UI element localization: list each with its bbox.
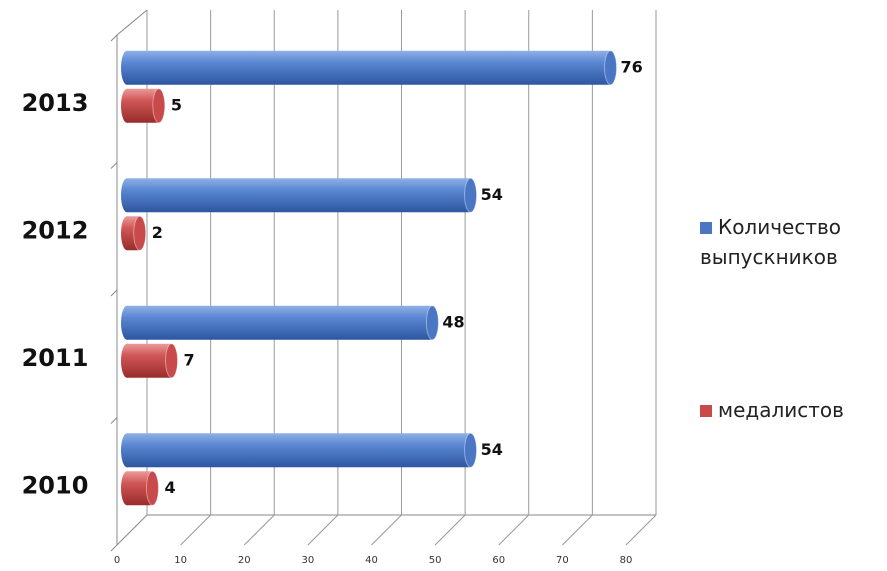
bar bbox=[127, 433, 471, 468]
data-label: 5 bbox=[171, 95, 182, 114]
legend-label: медалистов bbox=[718, 398, 844, 422]
legend-swatch bbox=[700, 405, 712, 417]
bar bbox=[127, 305, 433, 340]
bar-cap bbox=[464, 177, 478, 213]
y-tick-label: 2013 bbox=[22, 89, 89, 117]
data-label: 48 bbox=[442, 312, 464, 331]
bar bbox=[127, 50, 611, 85]
bar-cap bbox=[464, 432, 478, 468]
grid-line bbox=[498, 10, 530, 546]
x-tick-label: 60 bbox=[492, 555, 505, 566]
bar bbox=[127, 343, 172, 378]
data-label: 7 bbox=[184, 350, 195, 369]
x-tick-label: 30 bbox=[302, 555, 315, 566]
wall-edge bbox=[116, 9, 148, 36]
legend-entry: Количество выпускников bbox=[700, 212, 860, 272]
bar-cap bbox=[133, 215, 147, 251]
x-tick-label: 80 bbox=[620, 555, 633, 566]
axis-tick bbox=[110, 162, 118, 169]
y-tick-label: 2011 bbox=[22, 344, 89, 372]
data-label: 4 bbox=[164, 478, 175, 497]
data-label: 76 bbox=[621, 57, 643, 76]
bar bbox=[127, 178, 471, 213]
data-label: 54 bbox=[481, 440, 503, 459]
data-label: 2 bbox=[152, 223, 163, 242]
axis-tick bbox=[110, 544, 118, 552]
bar-cap bbox=[145, 470, 159, 506]
legend-swatch bbox=[700, 222, 712, 234]
axis-tick bbox=[110, 289, 118, 297]
bar-cap bbox=[425, 305, 439, 341]
axis-tick bbox=[110, 34, 118, 42]
data-label: 54 bbox=[481, 185, 503, 204]
bar-cap bbox=[165, 343, 179, 379]
legend-label: Количество выпускников bbox=[700, 215, 842, 269]
bar-cap bbox=[604, 50, 618, 86]
x-tick-label: 10 bbox=[174, 555, 187, 566]
x-tick-label: 40 bbox=[365, 555, 378, 566]
x-tick-label: 20 bbox=[238, 555, 251, 566]
grid-line bbox=[625, 10, 657, 546]
x-tick-label: 0 bbox=[114, 555, 120, 566]
x-tick-label: 70 bbox=[556, 555, 569, 566]
y-tick-label: 2010 bbox=[22, 471, 89, 499]
grid-line bbox=[562, 10, 593, 546]
bar-cap bbox=[152, 88, 166, 124]
legend-entry: медалистов bbox=[700, 395, 860, 425]
x-tick-label: 50 bbox=[429, 555, 442, 566]
axis-tick bbox=[110, 417, 118, 424]
y-tick-label: 2012 bbox=[22, 216, 89, 244]
